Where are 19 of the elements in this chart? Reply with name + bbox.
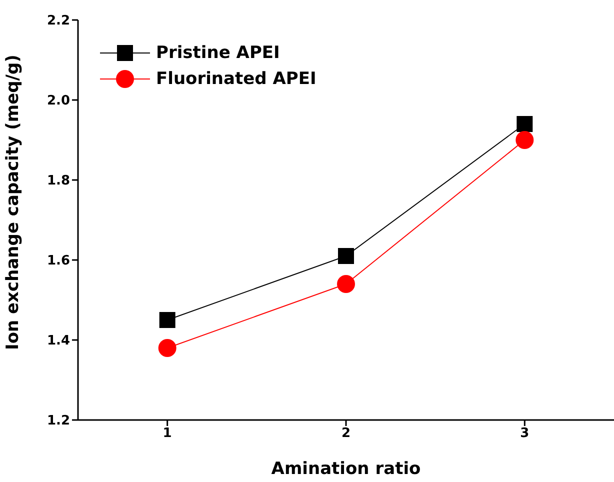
point (337, 275, 355, 293)
point (338, 248, 354, 264)
y-tick-label: 1.4 (46, 334, 70, 349)
x-tick-label: 1 (162, 426, 172, 442)
x-axis-title: Amination ratio (271, 459, 421, 479)
y-axis-title: Ion exchange capacity (meq/g) (3, 54, 24, 350)
point (516, 131, 534, 149)
legend-label: Pristine APEI (156, 43, 280, 63)
y-tick-label: 2.0 (46, 94, 70, 109)
y-tick-label: 1.2 (46, 414, 70, 429)
x-tick-label: 2 (341, 426, 351, 442)
point (159, 312, 176, 328)
y-tick-label: 2.2 (46, 14, 70, 29)
y-tick-label: 1.6 (46, 254, 70, 269)
point (158, 339, 176, 357)
y-tick-label: 1.8 (46, 174, 70, 189)
x-tick-label: 3 (520, 426, 530, 442)
point (516, 116, 533, 132)
legend-label: Fluorinated APEI (156, 69, 316, 89)
